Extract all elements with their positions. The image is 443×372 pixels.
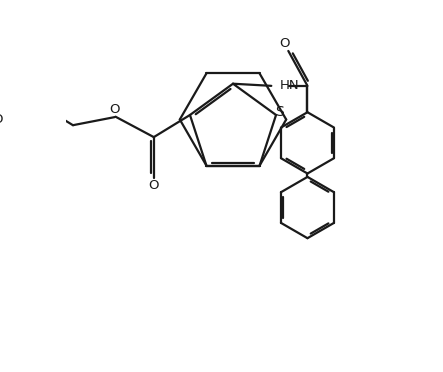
Text: S: S — [275, 105, 284, 119]
Text: O: O — [280, 37, 290, 50]
Text: O: O — [148, 179, 159, 192]
Text: HN: HN — [280, 79, 299, 92]
Text: O: O — [109, 103, 120, 116]
Text: O: O — [0, 113, 3, 126]
